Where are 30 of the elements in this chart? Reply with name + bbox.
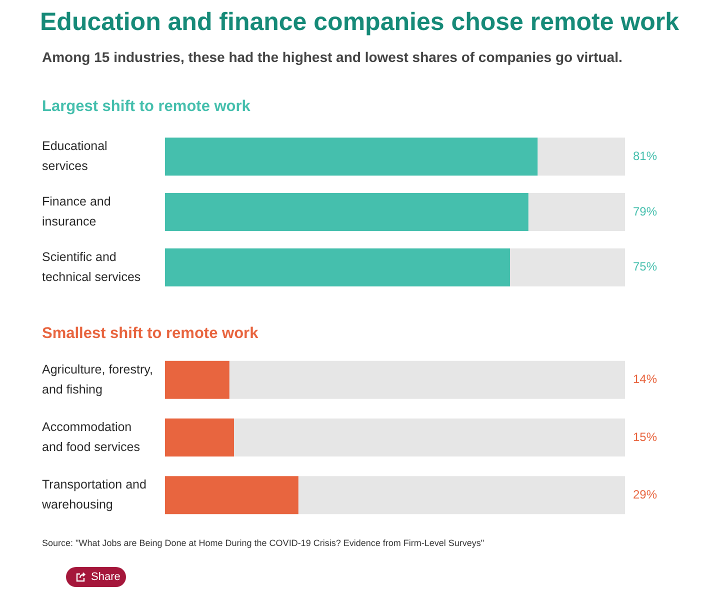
bar bbox=[165, 418, 234, 456]
text: Smallest shift to remote work bbox=[42, 324, 258, 344]
bar bbox=[234, 418, 625, 456]
bar bbox=[510, 248, 625, 286]
data-label: 79% bbox=[633, 204, 658, 218]
data-label: 29% bbox=[633, 487, 658, 502]
bar bbox=[165, 248, 510, 286]
chart-title: Education and finance companies chose remote work bbox=[40, 7, 680, 38]
data-label: 81% bbox=[633, 148, 658, 163]
y-tick-label: Agriculture, forestry, and fishing bbox=[42, 362, 153, 396]
bar bbox=[528, 193, 625, 231]
data-label: 75% bbox=[633, 260, 658, 274]
data-label: 14% bbox=[633, 372, 658, 386]
bar bbox=[165, 476, 298, 514]
y-tick-label: Scientific and technical services bbox=[42, 250, 141, 284]
bar bbox=[165, 193, 528, 231]
bar bbox=[298, 476, 625, 514]
bar bbox=[165, 360, 230, 399]
y-tick-label: Educational services bbox=[42, 139, 108, 174]
y-tick-label: Transportation and warehousing bbox=[41, 478, 147, 512]
y-tick-label: Accommodation and food services bbox=[42, 420, 140, 454]
bar bbox=[538, 138, 625, 176]
text: Share bbox=[91, 570, 120, 585]
chart-subtitle: Among 15 industries, these had the highest and lowest shares of companies go virtual. bbox=[42, 48, 622, 67]
bar bbox=[165, 138, 538, 176]
data-label: 15% bbox=[633, 430, 658, 444]
bar bbox=[229, 360, 625, 399]
y-tick-label: Finance and insurance bbox=[42, 194, 111, 228]
source-note: Source: "What Jobs are Being Done at Home During the COVID-19 Crisis? Evidence from Firm-Level Surveys" bbox=[42, 537, 484, 550]
series-label: Largest shift to remote work bbox=[42, 97, 250, 117]
